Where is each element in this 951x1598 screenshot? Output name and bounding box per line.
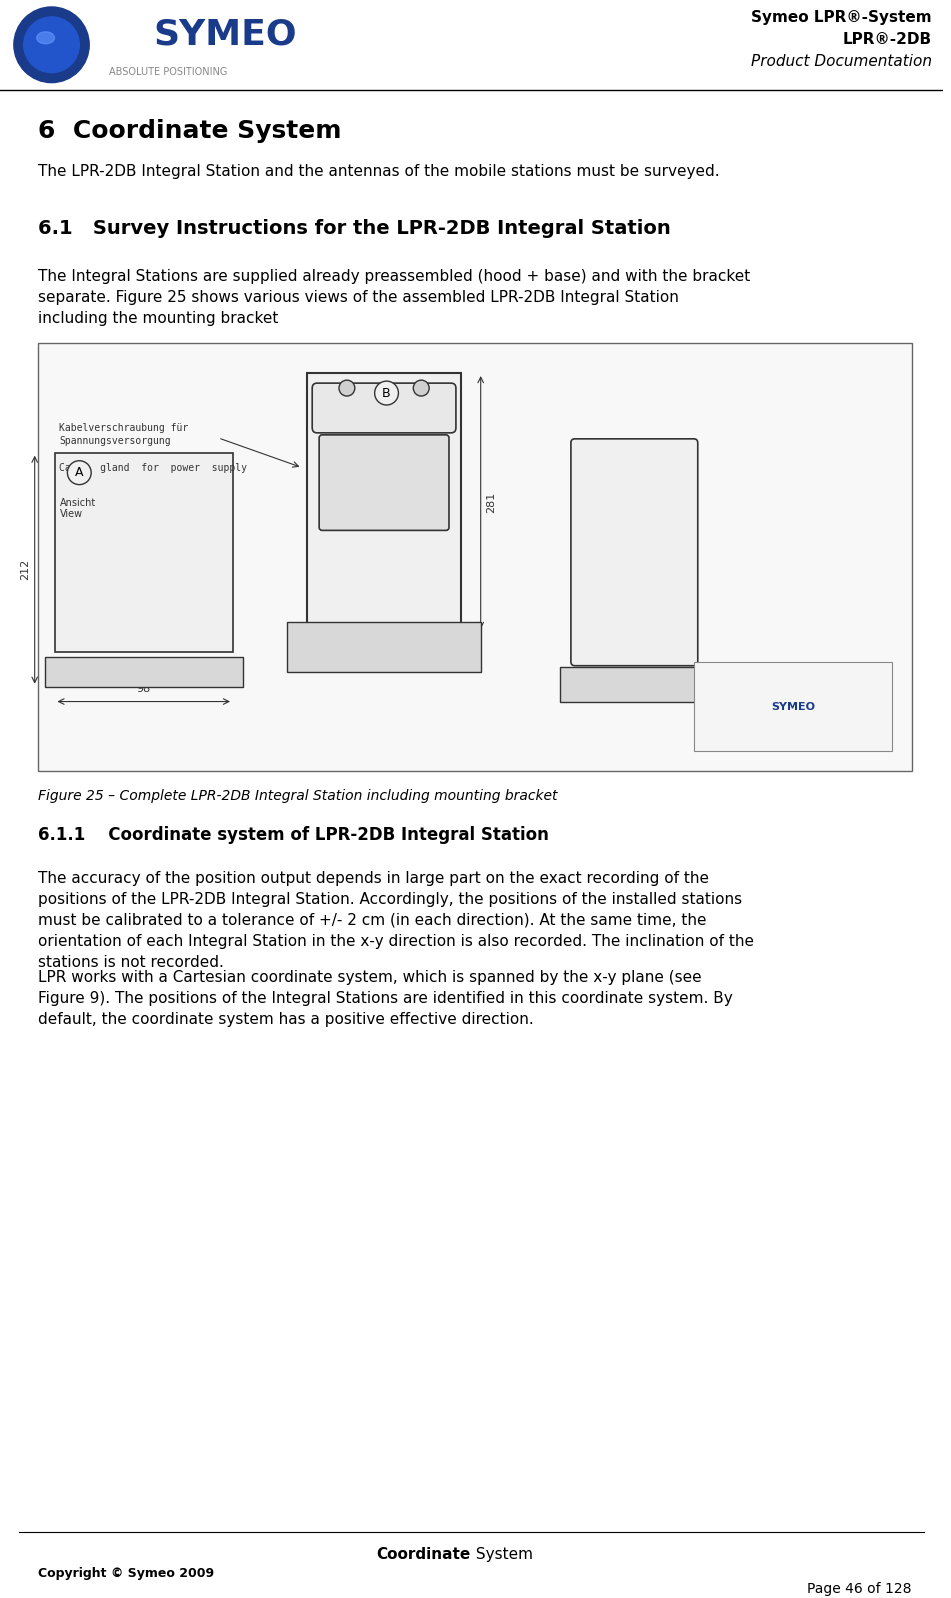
Text: 6.1.1    Coordinate system of LPR-2DB Integral Station: 6.1.1 Coordinate system of LPR-2DB Integ… <box>38 826 549 844</box>
Text: 212: 212 <box>20 559 29 580</box>
Text: SYMEO: SYMEO <box>771 702 815 711</box>
Text: 6  Coordinate System: 6 Coordinate System <box>38 120 341 144</box>
Text: System: System <box>471 1547 533 1563</box>
Text: Page 46 of 128: Page 46 of 128 <box>807 1582 912 1596</box>
Bar <box>694 662 892 751</box>
Circle shape <box>339 380 355 396</box>
Bar <box>560 666 708 702</box>
Text: The Integral Stations are supplied already preassembled (hood + base) and with t: The Integral Stations are supplied alrea… <box>38 268 750 326</box>
Text: 98: 98 <box>137 684 151 694</box>
Text: A: A <box>75 467 84 479</box>
Circle shape <box>68 460 91 484</box>
Bar <box>38 344 912 772</box>
Ellipse shape <box>25 24 79 66</box>
FancyBboxPatch shape <box>571 439 698 666</box>
Text: 6.1   Survey Instructions for the LPR-2DB Integral Station: 6.1 Survey Instructions for the LPR-2DB … <box>38 219 670 238</box>
Bar <box>287 622 480 671</box>
Text: ABSOLUTE POSITIONING: ABSOLUTE POSITIONING <box>109 67 227 77</box>
Text: LPR®-2DB: LPR®-2DB <box>843 32 932 48</box>
Text: 281: 281 <box>486 492 495 513</box>
Text: Coordinate: Coordinate <box>377 1547 471 1563</box>
Circle shape <box>414 380 429 396</box>
Text: Ansicht
View: Ansicht View <box>60 497 96 519</box>
Text: SYMEO: SYMEO <box>154 18 298 51</box>
Text: Copyright © Symeo 2009: Copyright © Symeo 2009 <box>38 1568 214 1580</box>
Text: LPR works with a Cartesian coordinate system, which is spanned by the x-y plane : LPR works with a Cartesian coordinate sy… <box>38 970 732 1028</box>
Bar <box>45 657 243 687</box>
Bar <box>54 452 233 652</box>
Text: Product Documentation: Product Documentation <box>750 54 932 69</box>
Text: 126: 126 <box>374 630 395 639</box>
Text: Symeo LPR®-System: Symeo LPR®-System <box>751 11 932 26</box>
Bar <box>307 374 461 631</box>
FancyBboxPatch shape <box>320 435 449 531</box>
Circle shape <box>14 6 89 83</box>
Ellipse shape <box>37 32 54 43</box>
FancyBboxPatch shape <box>312 384 456 433</box>
Circle shape <box>375 380 398 404</box>
Text: The LPR-2DB Integral Station and the antennas of the mobile stations must be sur: The LPR-2DB Integral Station and the ant… <box>38 165 719 179</box>
Text: Figure 25 – Complete LPR-2DB Integral Station including mounting bracket: Figure 25 – Complete LPR-2DB Integral St… <box>38 789 557 804</box>
Text: Kabelverschraubung für
Spannungsversorgung

Cable  gland  for  power  supply: Kabelverschraubung für Spannungsversorgu… <box>60 423 247 473</box>
Circle shape <box>24 18 79 72</box>
Text: The accuracy of the position output depends in large part on the exact recording: The accuracy of the position output depe… <box>38 871 753 970</box>
Text: B: B <box>382 387 391 400</box>
